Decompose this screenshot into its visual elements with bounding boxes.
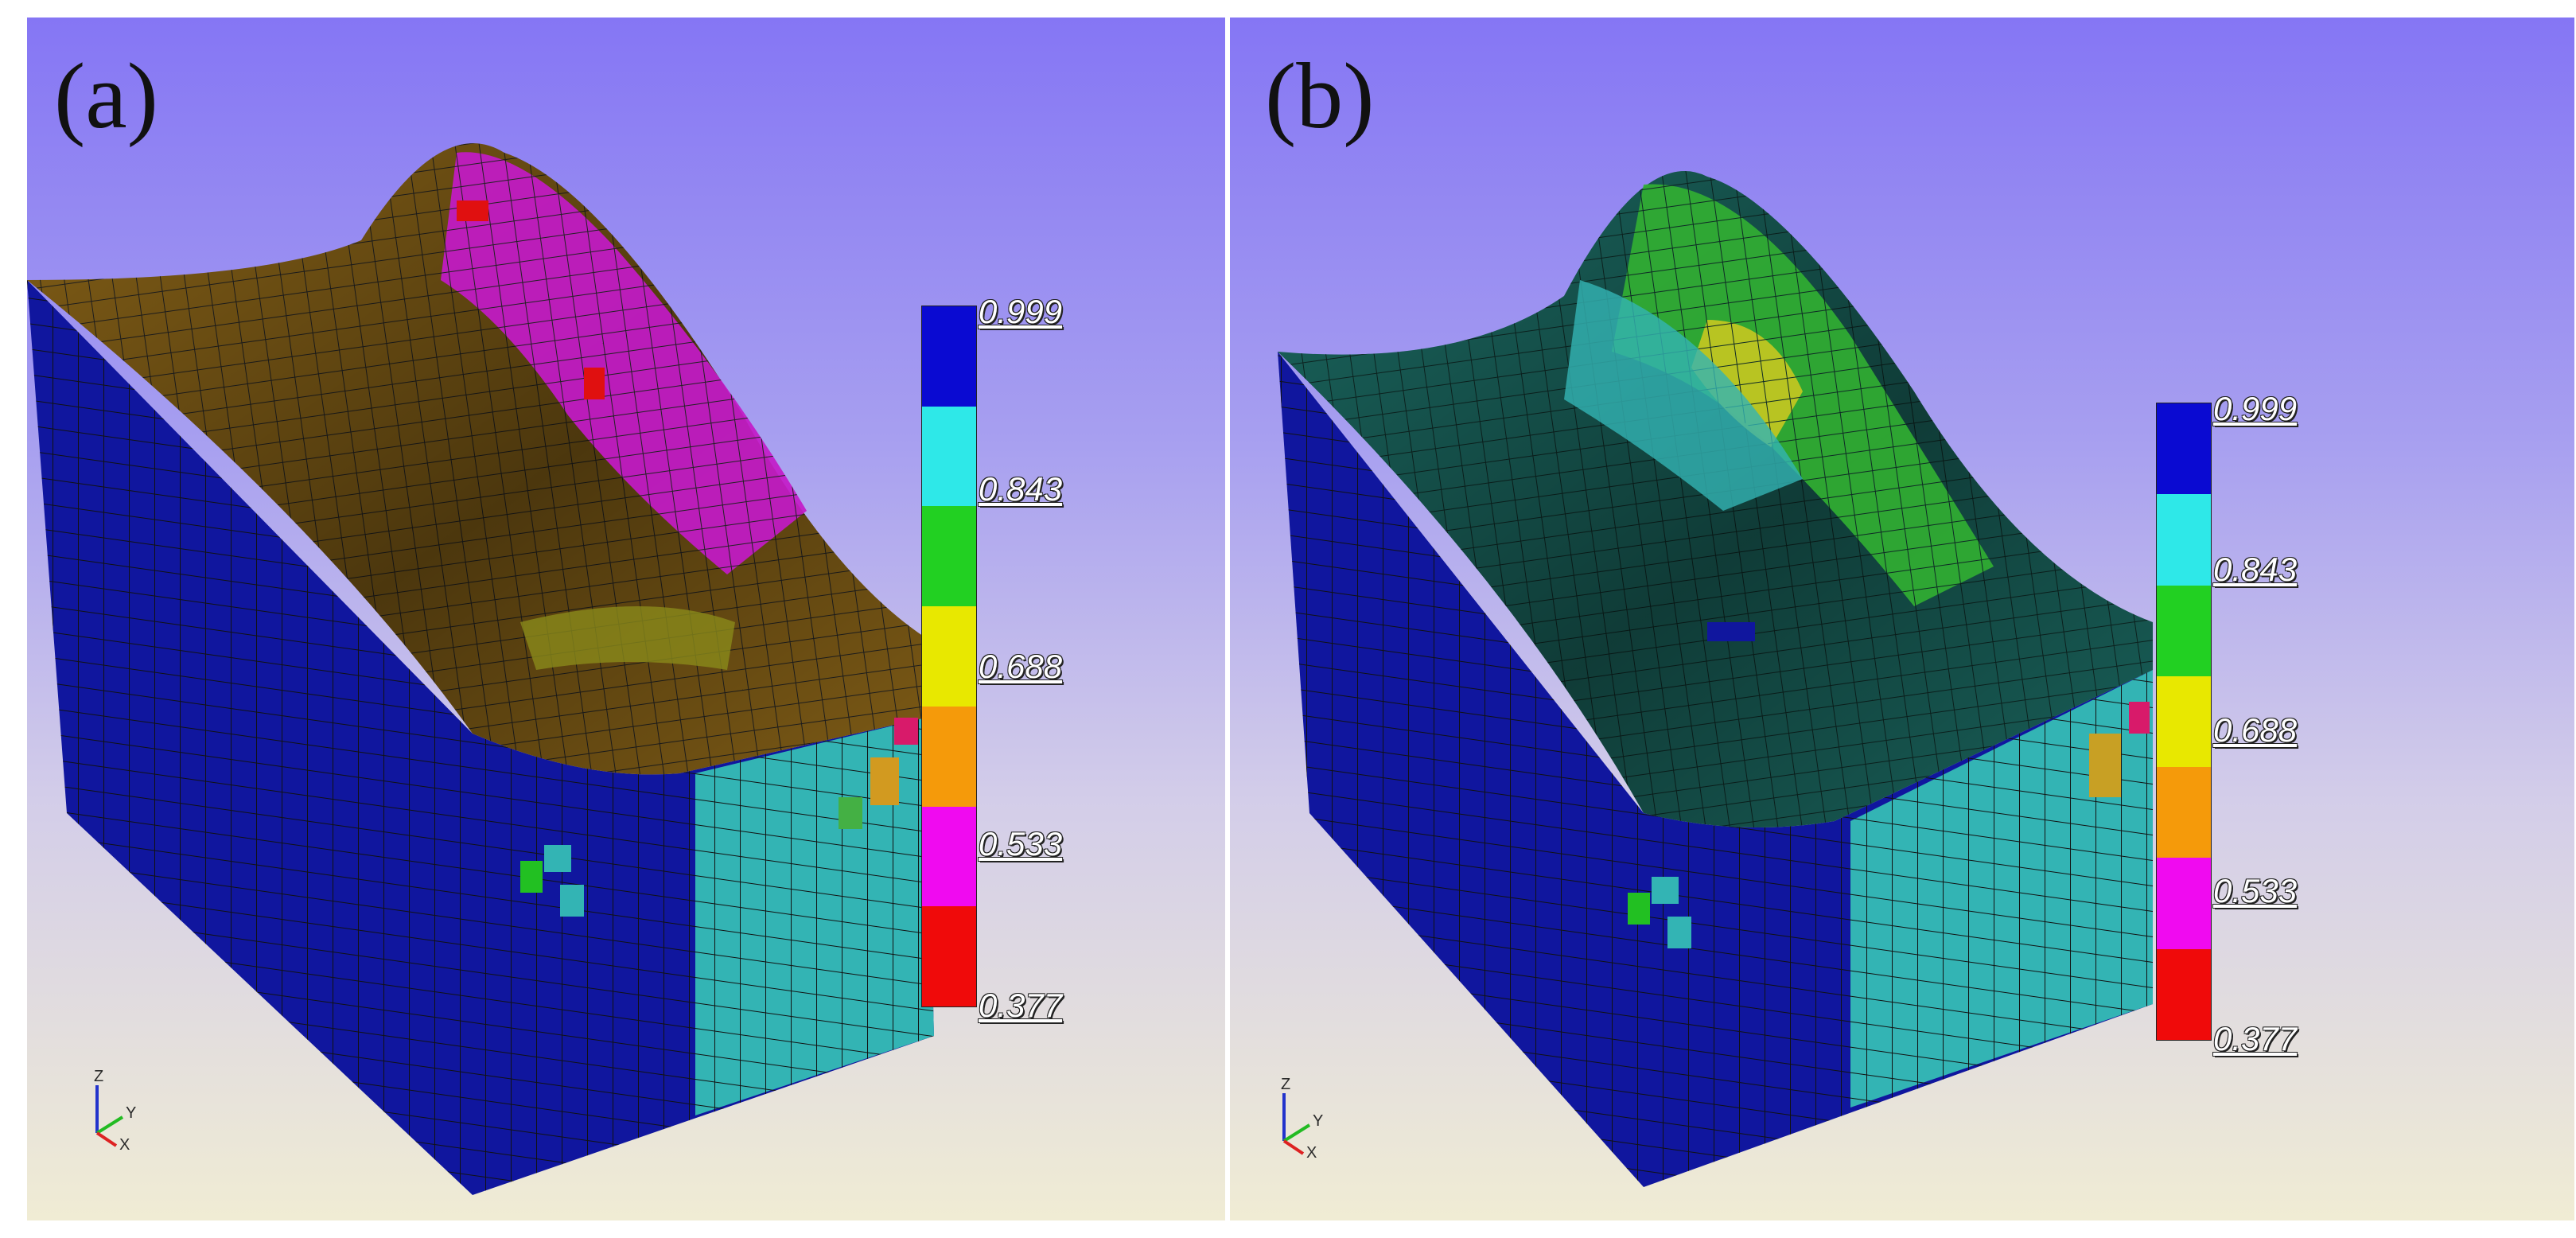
axis-z-label: Z: [1281, 1076, 1291, 1093]
legend-band: [922, 306, 976, 407]
legend-tick: 0.843: [979, 470, 1063, 508]
mesh-green-cell: [839, 797, 862, 829]
legend-band: [2157, 494, 2211, 586]
mesh-yellowish-band: [520, 606, 735, 670]
legend-band: [2157, 767, 2211, 858]
legend-band: [2157, 858, 2211, 949]
mesh-model: [27, 143, 934, 1195]
legend-band: [2157, 585, 2211, 676]
axis-triad: Z Y X: [1270, 1076, 1341, 1163]
legend-tick: 0.688: [979, 648, 1063, 685]
legend-band: [922, 606, 976, 707]
legend-band: [922, 506, 976, 607]
legend-band: [2157, 403, 2211, 495]
mesh-cyan-region: [1564, 280, 1803, 511]
mesh-cyan-cell: [560, 885, 584, 917]
axis-y-label: Y: [126, 1104, 137, 1122]
legend-tick: 0.999: [979, 293, 1063, 330]
axis-x-label: X: [1306, 1144, 1317, 1162]
legend-tick: 0.999: [2213, 390, 2298, 427]
legend-band: [922, 406, 976, 507]
legend-band: [922, 806, 976, 907]
mesh-red-cell: [894, 718, 918, 745]
mesh-green-cell: [520, 861, 543, 893]
panel-b: (b): [1230, 18, 2574, 1220]
legend-tick: 0.688: [2213, 711, 2298, 749]
mesh-orange-cell: [2089, 734, 2121, 797]
color-legend: 0.999 0.843 0.688 0.533 0.377: [921, 293, 1080, 1024]
legend-tick: 0.377: [979, 987, 1063, 1024]
legend-band: [922, 906, 976, 1007]
panel-divider: [1225, 18, 1230, 1220]
legend-tick: 0.533: [2213, 872, 2298, 909]
mesh-model: [1278, 171, 2153, 1187]
legend-band: [2157, 948, 2211, 1040]
panel-a: (a): [27, 18, 1225, 1220]
mesh-cyan-cell: [544, 845, 571, 872]
legend-band: [922, 706, 976, 807]
legend-band: [2157, 675, 2211, 768]
mesh-cyan-cell: [1652, 877, 1679, 904]
mesh-red-cell: [2129, 702, 2150, 734]
mesh-orange-cell: [870, 757, 899, 805]
axis-triad: Z Y X: [83, 1068, 154, 1155]
panel-label: (a): [54, 44, 158, 148]
axis-z-label: Z: [94, 1068, 104, 1085]
axis-y-label: Y: [1313, 1112, 1324, 1130]
legend-tick: 0.843: [2213, 551, 2298, 588]
axis-x-label: X: [119, 1136, 130, 1154]
color-legend: 0.999 0.843 0.688 0.533 0.377: [2156, 390, 2315, 1057]
mesh-red-cell: [457, 200, 488, 221]
mesh-red-cell: [584, 368, 605, 399]
legend-tick: 0.533: [979, 825, 1063, 862]
panel-label: (b): [1265, 44, 1375, 148]
legend-tick: 0.377: [2213, 1020, 2298, 1057]
mesh-green-cell: [1628, 893, 1650, 925]
mesh-cyan-cell: [1667, 917, 1691, 948]
mesh-blue-cell: [1707, 622, 1755, 641]
